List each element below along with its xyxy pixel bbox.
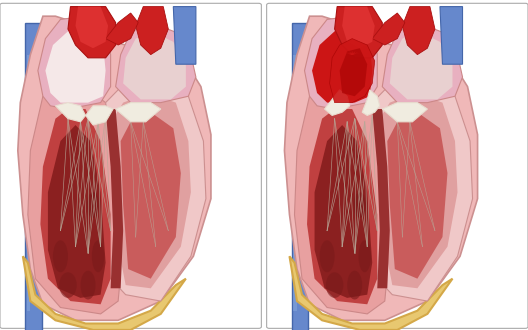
Polygon shape xyxy=(173,7,196,64)
Polygon shape xyxy=(342,7,375,48)
FancyBboxPatch shape xyxy=(267,3,528,328)
Polygon shape xyxy=(295,83,390,314)
Polygon shape xyxy=(362,90,380,116)
Polygon shape xyxy=(315,125,372,298)
Polygon shape xyxy=(351,52,359,54)
Polygon shape xyxy=(329,39,375,103)
Ellipse shape xyxy=(319,240,335,272)
Polygon shape xyxy=(123,32,186,99)
Polygon shape xyxy=(292,22,308,330)
Polygon shape xyxy=(106,13,138,45)
Polygon shape xyxy=(285,16,477,320)
Polygon shape xyxy=(335,7,382,58)
Polygon shape xyxy=(86,106,113,125)
Polygon shape xyxy=(390,32,452,99)
Polygon shape xyxy=(45,29,106,103)
Polygon shape xyxy=(116,22,196,103)
Ellipse shape xyxy=(87,192,99,218)
Polygon shape xyxy=(28,83,123,314)
Polygon shape xyxy=(402,7,435,54)
Polygon shape xyxy=(351,51,355,54)
Ellipse shape xyxy=(53,240,68,272)
Polygon shape xyxy=(351,53,361,54)
Ellipse shape xyxy=(359,240,371,272)
Polygon shape xyxy=(372,109,390,288)
Polygon shape xyxy=(26,54,31,311)
Polygon shape xyxy=(106,77,206,301)
Polygon shape xyxy=(351,51,353,54)
Polygon shape xyxy=(121,112,181,279)
Polygon shape xyxy=(325,90,350,116)
Polygon shape xyxy=(106,109,123,288)
Polygon shape xyxy=(388,112,447,279)
Ellipse shape xyxy=(59,272,77,298)
Ellipse shape xyxy=(353,192,366,218)
Polygon shape xyxy=(289,256,452,330)
Ellipse shape xyxy=(326,272,343,298)
Polygon shape xyxy=(38,16,111,109)
Polygon shape xyxy=(48,125,106,298)
FancyBboxPatch shape xyxy=(0,3,261,328)
Polygon shape xyxy=(25,22,42,330)
Polygon shape xyxy=(307,109,377,304)
Ellipse shape xyxy=(81,271,96,300)
Polygon shape xyxy=(382,103,428,122)
Polygon shape xyxy=(76,7,108,48)
Polygon shape xyxy=(68,7,116,58)
Polygon shape xyxy=(346,52,353,54)
Polygon shape xyxy=(312,29,372,103)
Polygon shape xyxy=(55,103,86,122)
Polygon shape xyxy=(18,16,211,320)
Polygon shape xyxy=(305,16,377,109)
Polygon shape xyxy=(136,7,168,54)
Polygon shape xyxy=(382,22,463,103)
Ellipse shape xyxy=(347,271,362,300)
Polygon shape xyxy=(372,13,405,45)
Polygon shape xyxy=(340,48,367,96)
Polygon shape xyxy=(349,51,353,54)
Polygon shape xyxy=(23,256,186,330)
Polygon shape xyxy=(380,93,457,288)
Polygon shape xyxy=(40,109,111,304)
Polygon shape xyxy=(116,103,161,122)
Ellipse shape xyxy=(92,240,105,272)
Polygon shape xyxy=(440,7,463,64)
Polygon shape xyxy=(113,93,191,288)
Polygon shape xyxy=(372,77,473,301)
Polygon shape xyxy=(344,53,353,54)
Polygon shape xyxy=(293,54,297,311)
